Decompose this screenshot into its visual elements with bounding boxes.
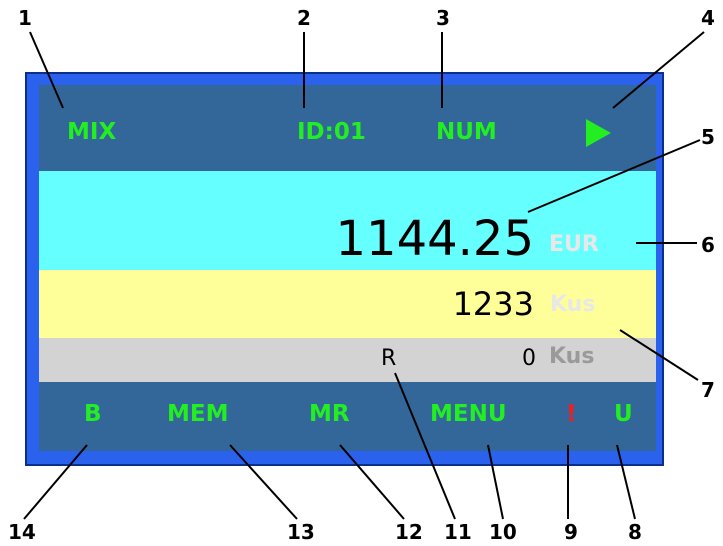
callout-6: 6 [701, 233, 715, 257]
mode-indicator: MIX [67, 119, 117, 145]
callout-4: 4 [701, 6, 715, 30]
piece-count-value: 1233 [452, 285, 534, 323]
reject-marker: R [381, 346, 397, 371]
status-bar: MIX ID:01 NUM [39, 85, 656, 171]
reject-count-value: 0 [522, 346, 536, 371]
amount-row: 1144.25 EUR [39, 171, 656, 270]
callout-5: 5 [701, 125, 715, 149]
callout-14: 14 [8, 520, 36, 544]
reject-row: R 0 Kus [39, 338, 656, 382]
bottom-bar: B MEM MR MENU ! U [39, 382, 656, 451]
callout-2: 2 [297, 6, 311, 30]
count-mode-indicator: NUM [436, 119, 497, 145]
callout-11: 11 [444, 520, 472, 544]
callout-3: 3 [436, 6, 450, 30]
callout-10: 10 [489, 520, 517, 544]
display-frame: MIX ID:01 NUM 1144.25 EUR 1233 Kus R 0 K… [25, 72, 664, 466]
device-id-indicator: ID:01 [297, 119, 366, 145]
count-row: 1233 Kus [39, 270, 656, 338]
callout-7: 7 [701, 378, 715, 402]
callout-9: 9 [564, 520, 578, 544]
warning-indicator: ! [566, 401, 577, 427]
callout-12: 12 [395, 520, 423, 544]
u-indicator: U [614, 401, 633, 427]
piece-count-unit: Kus [550, 292, 596, 317]
play-icon [586, 119, 611, 147]
amount-value: 1144.25 [335, 211, 535, 267]
mr-indicator: MR [309, 401, 350, 427]
menu-indicator: MENU [430, 401, 507, 427]
callout-13: 13 [287, 520, 315, 544]
b-indicator: B [84, 401, 102, 427]
currency-label: EUR [549, 232, 599, 257]
callout-1: 1 [18, 6, 32, 30]
display-screen: MIX ID:01 NUM 1144.25 EUR 1233 Kus R 0 K… [39, 85, 656, 451]
mem-indicator: MEM [167, 401, 229, 427]
callout-8: 8 [628, 520, 642, 544]
reject-count-unit: Kus [549, 344, 595, 369]
